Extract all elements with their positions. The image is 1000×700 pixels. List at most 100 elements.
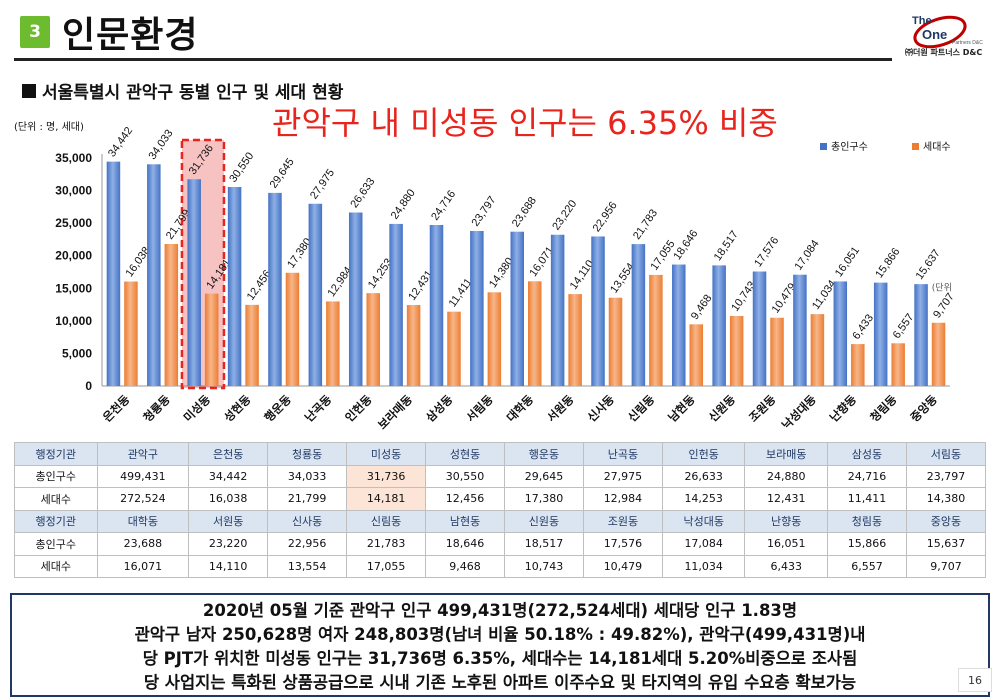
value-label-population: 34,442 xyxy=(106,125,135,159)
value-label-population: 21,783 xyxy=(631,207,660,241)
value-label-population: 24,716 xyxy=(429,188,458,222)
value-label-population: 15,637 xyxy=(914,247,943,281)
table-header-cell: 관악구 xyxy=(96,442,190,466)
table-cell: 14,181 xyxy=(346,487,427,511)
value-label-population: 24,880 xyxy=(389,187,418,221)
bar-population-대학동 xyxy=(510,231,524,386)
table-cell: 6,433 xyxy=(744,554,829,578)
table-cell: 11,034 xyxy=(661,554,746,578)
bar-households-대학동 xyxy=(528,281,542,386)
table-cell: 22,956 xyxy=(267,532,348,556)
overlap-note: (단위 xyxy=(932,282,952,293)
table-cell: 21,783 xyxy=(346,532,427,556)
category-label: 성현동 xyxy=(221,392,254,425)
table-row: 총인구수 23,688 23,220 22,956 21,783 18,646 18,517… xyxy=(14,532,987,556)
table-cell: 272,524 xyxy=(96,487,190,511)
table-cell: 16,038 xyxy=(188,487,269,511)
category-label: 남현동 xyxy=(665,392,698,425)
section-number-badge: 3 xyxy=(20,16,50,48)
y-tick-label: 0 xyxy=(85,379,92,393)
value-label-population: 30,550 xyxy=(227,150,256,184)
category-label: 중앙동 xyxy=(908,392,941,425)
table-cell: 14,253 xyxy=(661,487,746,511)
table-cell: 6,557 xyxy=(827,554,907,578)
table-cell: 총인구수 xyxy=(14,532,98,556)
bar-population-성현동 xyxy=(227,186,242,386)
category-label: 삼성동 xyxy=(423,392,456,425)
table-header-cell: 조원동 xyxy=(582,509,663,533)
value-label-households: 6,433 xyxy=(850,312,876,341)
bar-households-성현동 xyxy=(245,304,259,386)
bar-population-미성동 xyxy=(187,179,201,386)
bar-population-서림동 xyxy=(470,230,484,386)
bar-population-청림동 xyxy=(873,282,888,386)
table-cell: 17,084 xyxy=(661,532,746,556)
y-tick-label: 10,000 xyxy=(55,314,92,328)
table-cell: 10,479 xyxy=(582,554,663,578)
value-label-population: 29,645 xyxy=(268,156,297,190)
bar-households-중앙동 xyxy=(931,322,946,386)
bar-households-인헌동 xyxy=(366,293,380,386)
value-label-population: 17,084 xyxy=(793,238,822,272)
table-cell: 9,707 xyxy=(905,554,987,578)
value-label-population: 23,797 xyxy=(469,194,498,228)
table-header-cell: 미성동 xyxy=(346,442,427,466)
table-header-cell: 신림동 xyxy=(346,509,427,533)
table-cell: 499,431 xyxy=(96,464,190,488)
category-label: 서림동 xyxy=(463,392,496,425)
value-label-population: 26,633 xyxy=(348,176,377,210)
table-header-cell: 성현동 xyxy=(425,442,506,466)
bar-households-난향동 xyxy=(851,344,865,386)
bar-households-신림동 xyxy=(649,274,663,386)
table-header-cell: 낙성대동 xyxy=(661,509,746,533)
table-cell: 12,456 xyxy=(425,487,506,511)
bar-households-남현동 xyxy=(689,324,704,386)
table-cell: 16,051 xyxy=(744,532,829,556)
table-cell: 23,688 xyxy=(96,532,190,556)
page-number: 16 xyxy=(958,668,992,692)
bar-population-서원동 xyxy=(550,234,565,386)
chart-heading-text: 서울특별시 관악구 동별 인구 및 세대 현황 xyxy=(42,83,344,103)
bar-population-신림동 xyxy=(631,244,646,386)
bar-population-청룡동 xyxy=(147,164,161,386)
table-cell: 16,071 xyxy=(96,554,190,578)
summary-line-3: 당 PJT가 위치한 미성동 인구는 31,736명 6.35%, 세대수는 1… xyxy=(142,649,858,668)
table-cell: 18,646 xyxy=(425,532,506,556)
bar-households-신원동 xyxy=(729,316,744,386)
logo-one: One xyxy=(922,27,947,42)
table-header-cell: 은천동 xyxy=(188,442,269,466)
summary-line-4: 당 사업지는 특화된 상품공급으로 시내 기존 노후된 아파트 이주수요 및 타… xyxy=(143,673,857,692)
table-cell: 15,637 xyxy=(905,532,987,556)
value-label-households: 6,557 xyxy=(891,312,917,341)
category-label: 신림동 xyxy=(625,392,658,425)
table-cell: 18,517 xyxy=(504,532,584,556)
table-cell: 24,716 xyxy=(827,464,907,488)
table-cell: 30,550 xyxy=(425,464,506,488)
table-header-cell: 신원동 xyxy=(504,509,584,533)
table-header-cell: 행운동 xyxy=(504,442,584,466)
value-label-households: 9,468 xyxy=(689,293,715,322)
table-cell: 23,797 xyxy=(905,464,987,488)
bar-households-서림동 xyxy=(487,292,502,386)
y-tick-label: 15,000 xyxy=(55,281,92,295)
table-cell: 17,055 xyxy=(346,554,427,578)
category-label: 서원동 xyxy=(544,392,577,425)
bar-households-보라매동 xyxy=(406,305,421,386)
table-header-cell: 남현동 xyxy=(425,509,506,533)
slide-header: 3 인문환경 xyxy=(0,0,1000,62)
bar-households-삼성동 xyxy=(447,311,461,386)
logo-company-name: ㈜더원 파트너스 D&C xyxy=(905,48,983,57)
summary-box: 2020년 05월 기준 관악구 인구 499,431명(272,524세대) … xyxy=(10,593,990,697)
y-tick-label: 5,000 xyxy=(62,346,92,360)
table-header-cell: 대학동 xyxy=(96,509,190,533)
table-cell: 34,033 xyxy=(267,464,348,488)
table-header-cell: 신사동 xyxy=(267,509,348,533)
table-header-cell: 서원동 xyxy=(188,509,269,533)
legend-swatch-households xyxy=(912,143,919,150)
bar-population-낙성대동 xyxy=(793,274,807,386)
value-label-population: 22,956 xyxy=(591,200,620,234)
population-bar-chart: (단위 : 명, 세대) 0 5,000 10,000 15,000 20,000 25,0… xyxy=(14,120,957,432)
callout-text: 관악구 내 미성동 인구는 6.35% 비중 xyxy=(272,104,778,142)
table-cell: 세대수 xyxy=(14,554,98,578)
table-cell: 12,984 xyxy=(582,487,663,511)
